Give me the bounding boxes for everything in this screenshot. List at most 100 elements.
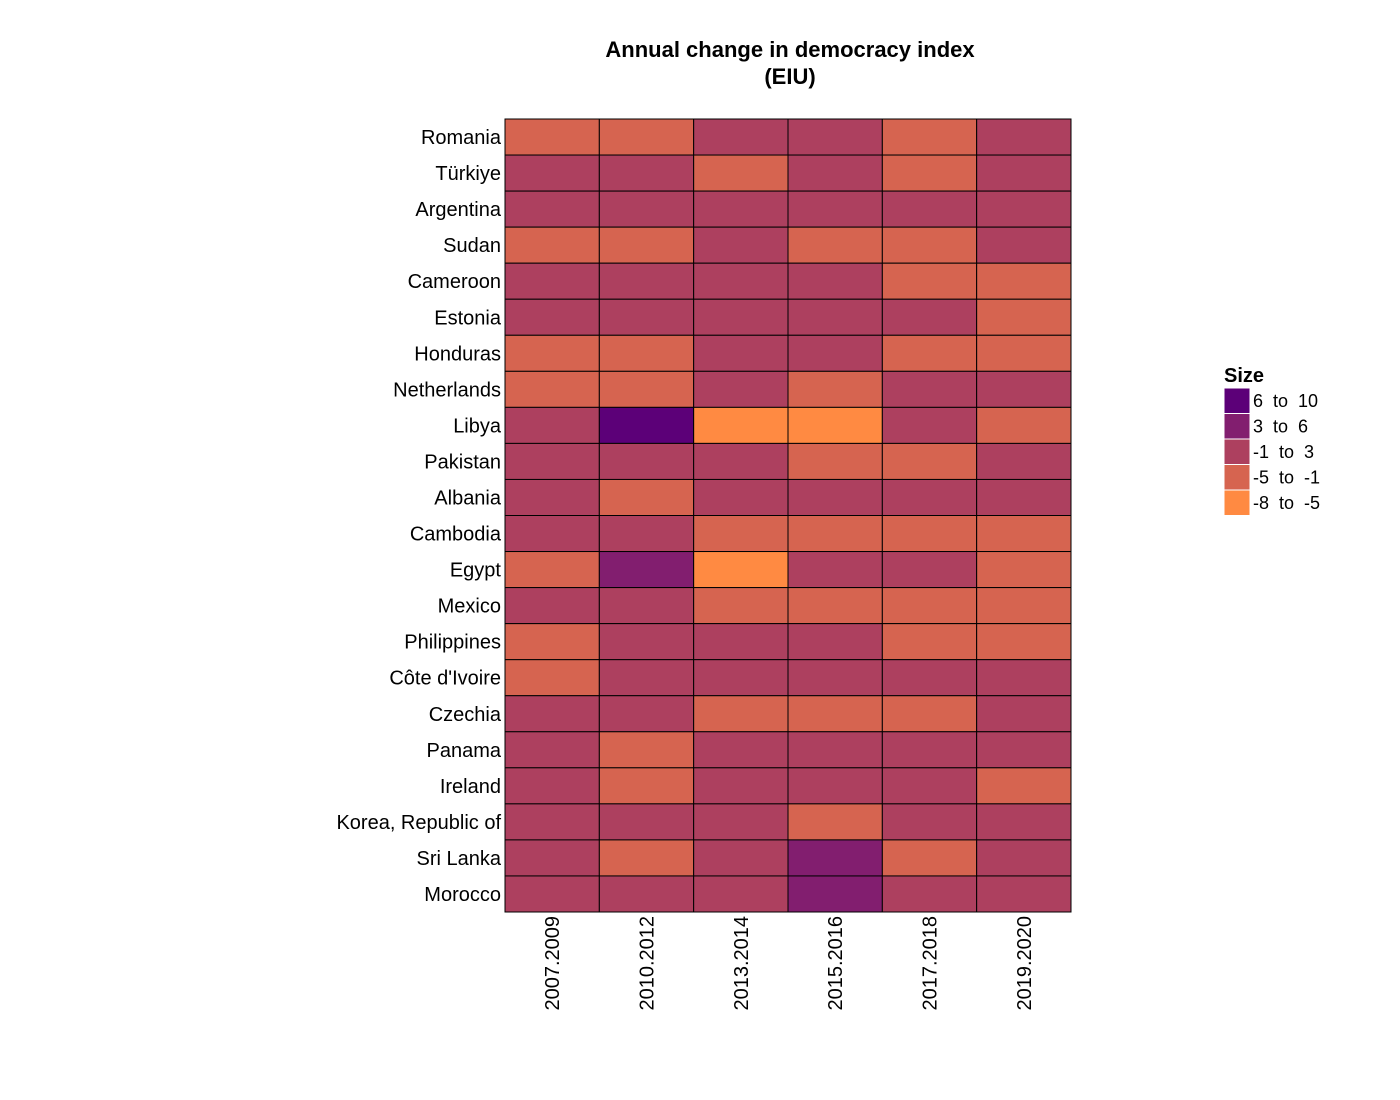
heatmap-cell: [976, 875, 1072, 913]
heatmap-cell: [504, 731, 600, 769]
heatmap-cell: [881, 478, 978, 517]
heatmap-cell: [693, 298, 789, 336]
heatmap-cell: [693, 623, 789, 661]
heatmap-cell: [787, 587, 883, 625]
heatmap-cell: [693, 731, 789, 769]
heatmap-cell: [976, 515, 1072, 553]
heatmap-cell: [787, 262, 883, 300]
heatmap-cell: [787, 154, 883, 192]
heatmap-cell: [504, 767, 600, 805]
heatmap-cell: [693, 875, 789, 913]
heatmap-cell: [693, 262, 789, 300]
heatmap-cell: [598, 190, 695, 228]
x-tick-label: 2013.2014: [731, 916, 753, 1011]
heatmap-cell: [504, 478, 600, 517]
legend: Size 6 to 10 3 to 6 -1 to 3 -5 to -1 -8 to -…: [1223, 365, 1320, 516]
heatmap-cell: [976, 298, 1072, 336]
heatmap-cell: [598, 262, 695, 300]
heatmap-cell: [598, 298, 695, 336]
heatmap-cell: [787, 839, 883, 877]
heatmap-cell: [693, 659, 789, 697]
heatmap-cell: [504, 515, 600, 553]
heatmap-cell: [787, 406, 883, 444]
heatmap-cell: [881, 262, 978, 300]
heatmap-cell: [787, 442, 883, 480]
y-tick-label: Korea, Republic of: [336, 812, 501, 834]
y-tick-label: Cambodia: [410, 524, 502, 546]
heatmap-cell: [881, 623, 978, 661]
heatmap-cell: [598, 731, 695, 769]
heatmap-cell: [976, 731, 1072, 769]
heatmap-cell: [504, 623, 600, 661]
heatmap-cell: [976, 262, 1072, 300]
heatmap-cell: [598, 226, 695, 264]
y-tick-label: Romania: [421, 127, 502, 149]
heatmap-cell: [598, 406, 695, 444]
heatmap-cell: [787, 659, 883, 697]
heatmap-cell: [881, 442, 978, 480]
heatmap-cell: [881, 731, 978, 769]
heatmap-cell: [881, 298, 978, 336]
heatmap-cell: [976, 478, 1072, 517]
y-tick-label: Pakistan: [424, 451, 501, 473]
heatmap-cell: [787, 298, 883, 336]
y-tick-label: Mexico: [438, 596, 501, 618]
heatmap-cell: [598, 551, 695, 589]
heatmap-cell: [976, 442, 1072, 480]
legend-label: -1 to 3: [1253, 442, 1314, 462]
heatmap-cell: [504, 154, 600, 192]
heatmap-cell: [598, 118, 695, 156]
heatmap-cell: [504, 262, 600, 300]
y-axis-tick-labels: Romania Türkiye Argentina Sudan Cameroon Esto…: [336, 127, 501, 906]
heatmap-cell: [693, 839, 789, 877]
heatmap-cell: [693, 803, 789, 841]
y-tick-label: Morocco: [424, 884, 501, 906]
heatmap-cell: [598, 334, 695, 372]
y-tick-label: Libya: [453, 415, 502, 437]
heatmap-cell: [504, 190, 600, 228]
x-axis-tick-labels: 2007.2009 2010.2012 2013.2014 2015.2016 2017…: [542, 916, 1036, 1011]
y-tick-label: Panama: [427, 740, 502, 762]
heatmap-cell: [693, 695, 789, 733]
heatmap-cell: [881, 803, 978, 841]
x-tick-label: 2010.2012: [637, 916, 659, 1011]
heatmap-cell: [881, 695, 978, 733]
legend-label: -8 to -5: [1253, 493, 1320, 513]
heatmap-cell: [504, 442, 600, 480]
heatmap-cell: [504, 875, 600, 913]
heatmap-cell: [787, 767, 883, 805]
heatmap-cell: [787, 190, 883, 228]
heatmap-cell: [881, 370, 978, 408]
heatmap-cell: [598, 370, 695, 408]
legend-swatch: [1223, 464, 1251, 491]
heatmap-cell: [787, 515, 883, 553]
heatmap-cell: [976, 370, 1072, 408]
legend-swatch: [1223, 489, 1251, 516]
heatmap-cell: [881, 226, 978, 264]
x-tick-label: 2017.2018: [920, 916, 942, 1011]
heatmap-cell: [504, 406, 600, 444]
y-tick-label: Sri Lanka: [417, 848, 502, 870]
heatmap-cell: [881, 875, 978, 913]
legend-swatch: [1223, 413, 1251, 440]
chart-subtitle: (EIU): [764, 64, 815, 89]
heatmap-cell: [787, 370, 883, 408]
heatmap-cell: [881, 587, 978, 625]
heatmap-cell: [504, 334, 600, 372]
legend-label: -5 to -1: [1253, 467, 1320, 487]
y-tick-label: Ireland: [440, 776, 501, 798]
y-tick-label: Sudan: [443, 235, 501, 257]
heatmap-cell: [787, 551, 883, 589]
legend-swatch: [1223, 438, 1251, 465]
heatmap-cell: [504, 695, 600, 733]
heatmap-cell: [881, 839, 978, 877]
heatmap-cell: [598, 839, 695, 877]
heatmap-cell: [881, 406, 978, 444]
heatmap-cell: [598, 767, 695, 805]
heatmap-cell: [504, 803, 600, 841]
heatmap-cell: [504, 839, 600, 877]
heatmap-cell: [598, 154, 695, 192]
heatmap-cell: [504, 370, 600, 408]
heatmap-cell: [693, 551, 789, 589]
